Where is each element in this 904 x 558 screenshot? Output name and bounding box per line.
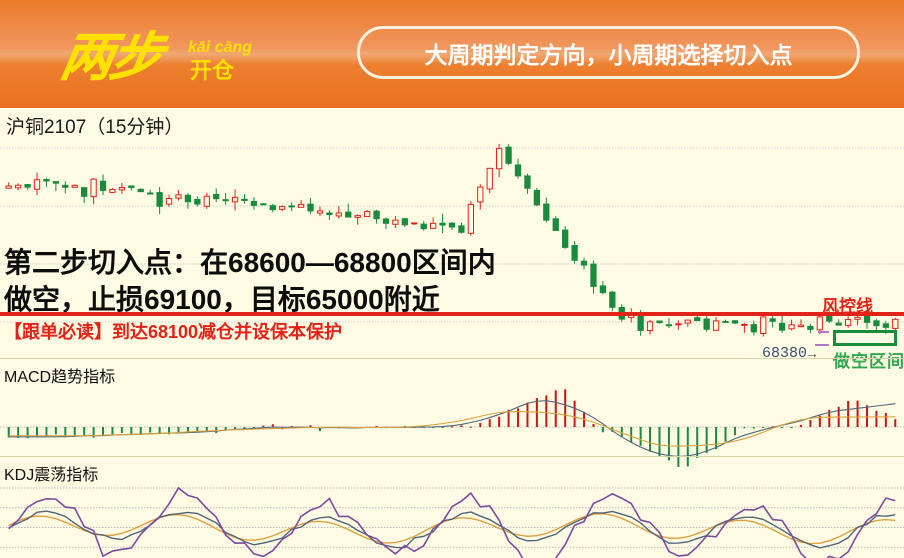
svg-text:开仓: 开仓	[190, 58, 235, 83]
svg-text:两步: 两步	[56, 29, 173, 87]
svg-text:kāi cāng: kāi cāng	[188, 39, 252, 56]
